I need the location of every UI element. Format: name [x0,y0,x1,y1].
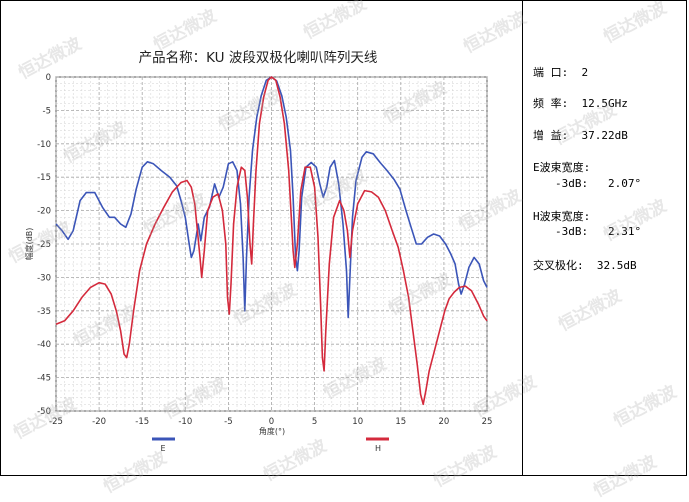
x-tick-label: 15 [395,417,406,427]
legend: E H [152,437,389,453]
x-tick-label: 25 [482,417,493,427]
series-line-h [55,76,488,406]
radiation-pattern-chart: 产品名称：KU 波段双极化喇叭阵列天线 -25 -20 -15 -10 -5 0 5 10 15… [24,50,492,453]
y-tick-label: -30 [37,273,51,283]
y-tick-label: 0 [46,73,51,83]
x-tick-label: -5 [224,417,232,427]
x-tick-label: 0 [269,417,274,427]
axis-ticks: -25 -20 -15 -10 -5 0 5 10 15 20 250-5-10-15-20-25-… [37,73,492,427]
series-line-e [55,76,488,319]
frequency-value: 频 率: 12.5GHz [533,97,628,110]
port-value: 端 口: 2 [533,66,589,79]
x-tick-label: 10 [352,417,363,427]
h-beamwidth-label: H波束宽度: [533,210,591,223]
y-tick-label: -15 [37,173,51,183]
x-tick-label: 5 [312,417,317,427]
y-tick-label: -10 [37,140,51,150]
legend-label-h: H [375,444,381,453]
x-tick-label: -10 [178,417,192,427]
chart-title: 产品名称：KU 波段双极化喇叭阵列天线 [139,50,378,66]
y-tick-label: -50 [37,407,51,417]
y-axis-label: 幅度(dB) [24,228,34,261]
y-tick-label: -45 [37,374,51,384]
y-tick-label: -5 [43,106,51,116]
legend-label-e: E [160,444,165,453]
x-tick-label: -20 [92,417,106,427]
panel-divider [522,0,523,476]
y-tick-label: -35 [37,307,51,317]
cross-polarization-value: 交叉极化: 32.5dB [533,259,637,272]
h-beamwidth-value: -3dB: 2.31° [555,225,642,238]
x-tick-label: -15 [135,417,149,427]
gain-value: 增 益: 37.22dB [533,129,628,142]
y-tick-label: -40 [37,340,51,350]
series-lines [55,76,488,406]
x-axis-label: 角度(°) [259,426,285,436]
y-tick-label: -20 [37,207,51,217]
x-tick-label: 20 [438,417,449,427]
x-tick-label: -25 [49,417,63,427]
e-beamwidth-value: -3dB: 2.07° [555,177,642,190]
y-tick-label: -25 [37,240,51,250]
report-frame [0,0,687,476]
e-beamwidth-label: E波束宽度: [533,161,591,174]
